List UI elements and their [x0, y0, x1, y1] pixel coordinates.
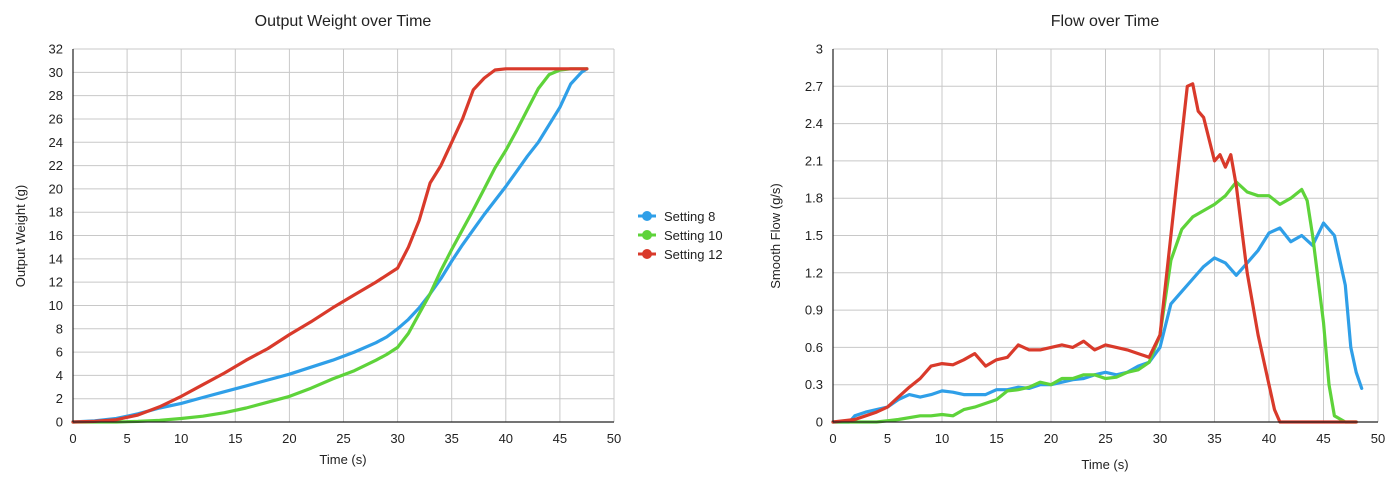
y-axis-label: Output Weight (g) [13, 185, 28, 287]
x-tick-label: 45 [553, 431, 567, 446]
x-tick-label: 5 [884, 431, 891, 446]
x-tick-label: 5 [123, 431, 130, 446]
y-tick-label: 24 [49, 135, 63, 150]
series-line-setting-8 [831, 221, 1364, 424]
legend: Setting 8 Setting 10 Setting 12 [638, 209, 723, 262]
x-tick-label: 20 [282, 431, 296, 446]
x-tick-label: 45 [1316, 431, 1330, 446]
legend-label: Setting 10 [664, 228, 723, 243]
series-line-setting-10 [71, 67, 589, 424]
legend-item-setting-10[interactable]: Setting 10 [638, 228, 723, 243]
y-tick-label: 4 [56, 368, 63, 383]
x-tick-label: 15 [228, 431, 242, 446]
x-tick-label: 10 [174, 431, 188, 446]
y-tick-label: 0.9 [805, 303, 823, 318]
y-tick-label: 2.4 [805, 116, 823, 131]
y-tick-label: 12 [49, 275, 63, 290]
y-tick-label: 16 [49, 228, 63, 243]
x-tick-label: 15 [989, 431, 1003, 446]
chart-title: Output Weight over Time [255, 13, 432, 30]
x-axis-label: Time (s) [319, 452, 366, 467]
legend-marker [642, 249, 652, 259]
y-tick-label: 2 [56, 391, 63, 406]
y-tick-label: 30 [49, 65, 63, 80]
legend-marker [642, 211, 652, 221]
flow-chart: Flow over Time 0 5 10 15 20 25 30 35 40 45 5000.30… [768, 13, 1385, 472]
x-tick-label: 30 [390, 431, 404, 446]
legend-label: Setting 12 [664, 247, 723, 262]
series-line-setting-12 [71, 67, 589, 424]
x-tick-label: 50 [1371, 431, 1385, 446]
series-line-setting-10 [831, 180, 1358, 424]
legend-item-setting-8[interactable]: Setting 8 [638, 209, 715, 224]
y-tick-label: 2.7 [805, 79, 823, 94]
chart-title: Flow over Time [1051, 13, 1160, 30]
x-tick-label: 20 [1044, 431, 1058, 446]
y-tick-label: 26 [49, 111, 63, 126]
y-tick-label: 28 [49, 88, 63, 103]
x-tick-label: 10 [935, 431, 949, 446]
y-tick-label: 0 [56, 415, 63, 430]
axis-layer: 0 5 10 15 20 25 30 35 40 45 5002468101214161820222… [49, 42, 622, 447]
series-line-setting-8 [71, 67, 589, 424]
legend-label: Setting 8 [664, 209, 715, 224]
x-tick-label: 25 [1098, 431, 1112, 446]
x-tick-label: 40 [1262, 431, 1276, 446]
y-tick-label: 10 [49, 298, 63, 313]
grid-layer [73, 48, 615, 422]
axis-layer: 0 5 10 15 20 25 30 35 40 45 50 0 0.3 0.6 0.9 1.2 1.5 1.8 2… [805, 42, 1385, 447]
y-tick-label: 1.5 [805, 228, 823, 243]
series-line-setting-12 [831, 82, 1358, 424]
x-tick-label: 0 [829, 431, 836, 446]
y-tick-label: 20 [49, 181, 63, 196]
y-tick-label: 1.2 [805, 265, 823, 280]
x-axis-label: Time (s) [1081, 457, 1128, 472]
x-tick-label: 35 [444, 431, 458, 446]
x-tick-label: 0 [69, 431, 76, 446]
y-tick-label: 3 [816, 42, 823, 57]
grid-layer [833, 48, 1379, 422]
series-layer [71, 67, 589, 424]
y-axis-label: Smooth Flow (g/s) [768, 183, 783, 288]
x-tick-label: 50 [607, 431, 621, 446]
series-layer [831, 82, 1364, 424]
y-tick-label: 0.3 [805, 377, 823, 392]
x-tick-label: 25 [336, 431, 350, 446]
y-tick-label: 2.1 [805, 153, 823, 168]
y-tick-label: 18 [49, 205, 63, 220]
legend-marker [642, 230, 652, 240]
y-tick-label: 14 [49, 251, 63, 266]
y-tick-label: 8 [56, 321, 63, 336]
x-tick-label: 40 [499, 431, 513, 446]
y-tick-label: 0.6 [805, 340, 823, 355]
y-tick-label: 6 [56, 345, 63, 360]
y-tick-label: 0 [816, 415, 823, 430]
y-tick-label: 32 [49, 42, 63, 57]
output-weight-chart: Output Weight over Time 0 5 10 15 20 25 30 35 40… [13, 13, 621, 467]
y-tick-label: 1.8 [805, 191, 823, 206]
x-tick-label: 30 [1153, 431, 1167, 446]
x-tick-label: 35 [1207, 431, 1221, 446]
y-tick-label: 22 [49, 158, 63, 173]
legend-item-setting-12[interactable]: Setting 12 [638, 247, 723, 262]
